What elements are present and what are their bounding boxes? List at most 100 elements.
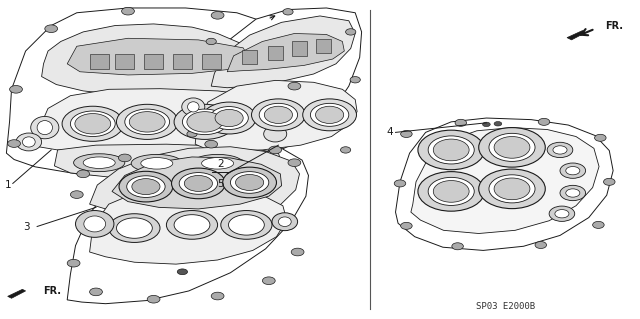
Ellipse shape [283,9,293,15]
Ellipse shape [179,173,218,194]
Ellipse shape [192,154,243,172]
Text: FR.: FR. [44,286,61,296]
Ellipse shape [269,146,282,154]
Text: 3: 3 [23,222,29,233]
Polygon shape [173,54,192,69]
Ellipse shape [401,130,412,137]
Ellipse shape [198,168,211,176]
Ellipse shape [31,116,59,139]
Ellipse shape [235,160,245,166]
Ellipse shape [595,134,606,141]
Ellipse shape [202,158,234,169]
Ellipse shape [10,85,22,93]
Polygon shape [90,54,109,69]
Ellipse shape [259,103,298,126]
Ellipse shape [264,126,287,142]
Polygon shape [268,46,283,60]
Ellipse shape [555,210,569,218]
Ellipse shape [166,211,218,239]
Ellipse shape [118,154,131,162]
Text: 4: 4 [387,127,393,137]
Ellipse shape [174,215,210,235]
Ellipse shape [182,109,227,135]
Ellipse shape [566,189,580,197]
Ellipse shape [547,142,573,158]
Ellipse shape [350,77,360,83]
Polygon shape [567,31,586,40]
Ellipse shape [252,99,305,131]
Polygon shape [115,54,134,69]
Ellipse shape [428,177,474,205]
Text: 2: 2 [218,159,224,169]
Ellipse shape [125,109,170,135]
Ellipse shape [116,104,178,139]
Ellipse shape [172,168,225,199]
Ellipse shape [141,158,173,169]
Ellipse shape [428,136,474,164]
Ellipse shape [303,99,356,131]
Ellipse shape [70,111,115,137]
Ellipse shape [202,102,256,134]
Ellipse shape [228,215,264,235]
Text: 5: 5 [218,179,224,189]
Ellipse shape [494,137,530,158]
Ellipse shape [122,7,134,15]
Ellipse shape [70,191,83,198]
Ellipse shape [291,248,304,256]
Ellipse shape [132,179,160,195]
Ellipse shape [538,118,550,125]
Polygon shape [211,16,355,88]
Ellipse shape [116,218,152,238]
Ellipse shape [45,25,58,33]
Ellipse shape [8,140,20,147]
Polygon shape [144,54,163,69]
Ellipse shape [74,154,125,172]
Ellipse shape [479,128,545,167]
Ellipse shape [67,259,80,267]
Polygon shape [38,89,285,154]
Ellipse shape [75,114,111,134]
Ellipse shape [187,112,223,132]
Ellipse shape [147,295,160,303]
Ellipse shape [489,175,535,203]
Ellipse shape [119,171,173,202]
Ellipse shape [418,130,484,170]
Polygon shape [6,8,304,177]
Ellipse shape [553,146,567,154]
Polygon shape [54,144,282,178]
Polygon shape [195,80,357,151]
Ellipse shape [182,98,205,116]
Ellipse shape [549,206,575,221]
Ellipse shape [16,133,42,151]
Polygon shape [8,289,26,298]
Ellipse shape [210,107,248,130]
Ellipse shape [310,103,349,126]
Ellipse shape [340,147,351,153]
Polygon shape [182,8,362,163]
Ellipse shape [288,159,301,167]
Ellipse shape [236,174,264,190]
Polygon shape [90,187,287,264]
Ellipse shape [177,269,188,275]
Ellipse shape [272,213,298,231]
Ellipse shape [418,172,484,211]
Polygon shape [227,33,344,72]
Ellipse shape [604,178,615,185]
Polygon shape [112,157,282,209]
Ellipse shape [264,106,292,123]
Ellipse shape [184,175,212,191]
Text: 1: 1 [5,180,12,190]
Ellipse shape [483,122,490,127]
Ellipse shape [188,102,199,112]
Ellipse shape [77,170,90,178]
Ellipse shape [131,154,182,172]
Ellipse shape [560,185,586,201]
Ellipse shape [230,172,269,193]
Ellipse shape [433,181,469,202]
Ellipse shape [494,122,502,126]
Ellipse shape [83,157,115,168]
Polygon shape [67,38,250,75]
Ellipse shape [22,137,35,147]
Ellipse shape [394,180,406,187]
Ellipse shape [90,288,102,296]
